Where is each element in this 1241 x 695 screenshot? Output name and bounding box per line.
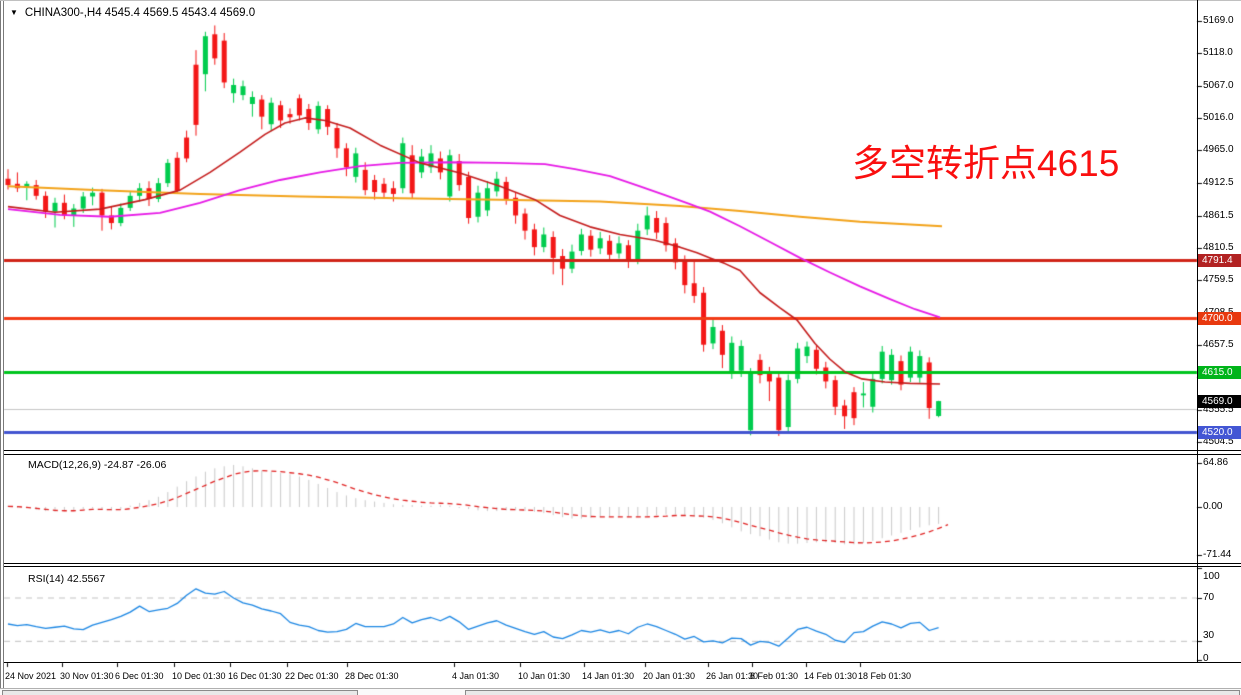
time-tick-label: 14 Feb 01:30 bbox=[804, 671, 858, 681]
divider-main-macd-2 bbox=[4, 454, 1241, 455]
price-tick-label: 5016.0 bbox=[1203, 111, 1234, 123]
window-left-edge bbox=[0, 0, 1, 695]
price-axis-line bbox=[1197, 0, 1198, 663]
time-tick-label: 26 Jan 01:30 bbox=[706, 671, 759, 681]
bottom-strip-panel-left bbox=[2, 690, 358, 695]
price-tick-label: 4759.5 bbox=[1203, 274, 1234, 286]
time-tick-label: 8 Feb 01:30 bbox=[750, 671, 799, 681]
symbol-header: ▼ CHINA300-,H4 4545.4 4569.5 4543.4 4569.… bbox=[10, 7, 255, 19]
divider-macd-rsi-2 bbox=[4, 566, 1241, 567]
chart-annotation-text: 多空转折点4615 bbox=[852, 143, 1120, 184]
price-level-badge: 4520.0 bbox=[1198, 426, 1241, 440]
price-level-badge: 4700.0 bbox=[1198, 312, 1241, 326]
price-level-badge: 4615.0 bbox=[1198, 365, 1241, 379]
macd-tick-label: 0.00 bbox=[1203, 501, 1223, 512]
symbol-ohlc-text: CHINA300-,H4 4545.4 4569.5 4543.4 4569.0 bbox=[24, 7, 256, 19]
time-tick-label: 10 Dec 01:30 bbox=[172, 671, 226, 681]
time-tick-label: 22 Dec 01:30 bbox=[285, 671, 339, 681]
rsi-tick-label: 100 bbox=[1203, 571, 1220, 582]
time-tick-label: 14 Jan 01:30 bbox=[582, 671, 635, 681]
time-tick-label: 30 Nov 01:30 bbox=[60, 671, 114, 681]
bottom-status-strip bbox=[0, 688, 1241, 695]
bottom-strip-panel-right bbox=[465, 690, 1240, 695]
price-tick-label: 4912.5 bbox=[1203, 177, 1234, 189]
rsi-tick-label: 70 bbox=[1203, 592, 1215, 603]
time-tick-label: 20 Jan 01:30 bbox=[643, 671, 696, 681]
price-tick-label: 4504.5 bbox=[1203, 435, 1234, 447]
divider-macd-rsi[interactable] bbox=[4, 563, 1241, 564]
current-price-badge: 4569.0 bbox=[1198, 395, 1241, 409]
rsi-tick-label: 30 bbox=[1203, 630, 1215, 641]
time-tick-label: 10 Jan 01:30 bbox=[518, 671, 571, 681]
price-tick-label: 4861.5 bbox=[1203, 209, 1234, 221]
time-tick-label: 28 Dec 01:30 bbox=[345, 671, 399, 681]
price-tick-label: 4965.0 bbox=[1203, 144, 1234, 156]
time-tick-label: 24 Nov 2021 bbox=[5, 671, 57, 681]
window-left-edge-inner bbox=[3, 0, 4, 695]
time-tick-label: 4 Jan 01:30 bbox=[452, 671, 500, 681]
chevron-down-icon[interactable]: ▼ bbox=[10, 8, 18, 17]
divider-main-macd[interactable] bbox=[4, 450, 1241, 451]
time-axis-line bbox=[4, 662, 1241, 663]
rsi-label: RSI(14) 42.5567 bbox=[28, 573, 106, 585]
macd-label: MACD(12,26,9) -24.87 -26.06 bbox=[28, 459, 167, 471]
macd-tick-label: -71.44 bbox=[1203, 549, 1232, 561]
time-tick-label: 16 Dec 01:30 bbox=[228, 671, 282, 681]
rsi-tick-label: 0 bbox=[1203, 653, 1209, 664]
time-tick-label: 18 Feb 01:30 bbox=[858, 671, 912, 681]
price-tick-label: 5067.0 bbox=[1203, 79, 1234, 91]
price-tick-label: 5118.0 bbox=[1203, 47, 1233, 59]
price-tick-label: 5169.0 bbox=[1203, 15, 1234, 26]
time-tick-label: 6 Dec 01:30 bbox=[115, 671, 164, 681]
price-tick-label: 4810.5 bbox=[1203, 242, 1234, 254]
macd-tick-label: 64.86 bbox=[1203, 456, 1229, 468]
price-tick-label: 4657.5 bbox=[1203, 339, 1234, 350]
window-top-edge bbox=[0, 0, 1241, 1]
price-tick-label: 4555.5 bbox=[1203, 403, 1234, 415]
price-level-badge: 4791.4 bbox=[1198, 254, 1241, 268]
